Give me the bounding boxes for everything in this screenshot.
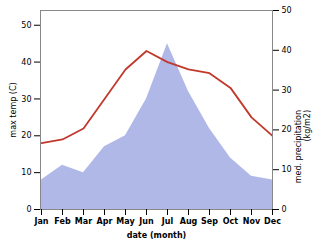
svg-text:Sep: Sep [201,217,218,226]
svg-text:50: 50 [282,6,292,15]
svg-text:Aug: Aug [180,217,198,226]
svg-text:30: 30 [21,95,31,104]
svg-text:30: 30 [282,86,292,95]
svg-text:20: 20 [21,131,31,140]
svg-text:Oct: Oct [223,217,239,226]
svg-text:Dec: Dec [264,217,281,226]
svg-text:med. precipitation(kg/m2): med. precipitation(kg/m2) [294,110,312,183]
svg-text:Feb: Feb [54,217,71,226]
svg-text:10: 10 [282,165,292,174]
svg-text:Jul: Jul [161,217,174,226]
svg-text:Jun: Jun [138,217,154,226]
svg-text:Mar: Mar [75,217,92,226]
svg-text:Nov: Nov [243,217,261,226]
svg-text:date (month): date (month) [127,231,187,240]
svg-text:Apr: Apr [97,217,113,226]
svg-text:0: 0 [26,205,31,214]
svg-text:Jan: Jan [33,217,48,226]
svg-text:May: May [116,217,135,226]
svg-text:0: 0 [282,205,287,214]
svg-text:20: 20 [282,125,292,134]
svg-text:40: 40 [282,46,292,55]
svg-text:max temp (C): max temp (C) [9,82,18,137]
svg-text:50: 50 [21,21,31,30]
svg-text:40: 40 [21,58,31,67]
svg-text:10: 10 [21,168,31,177]
